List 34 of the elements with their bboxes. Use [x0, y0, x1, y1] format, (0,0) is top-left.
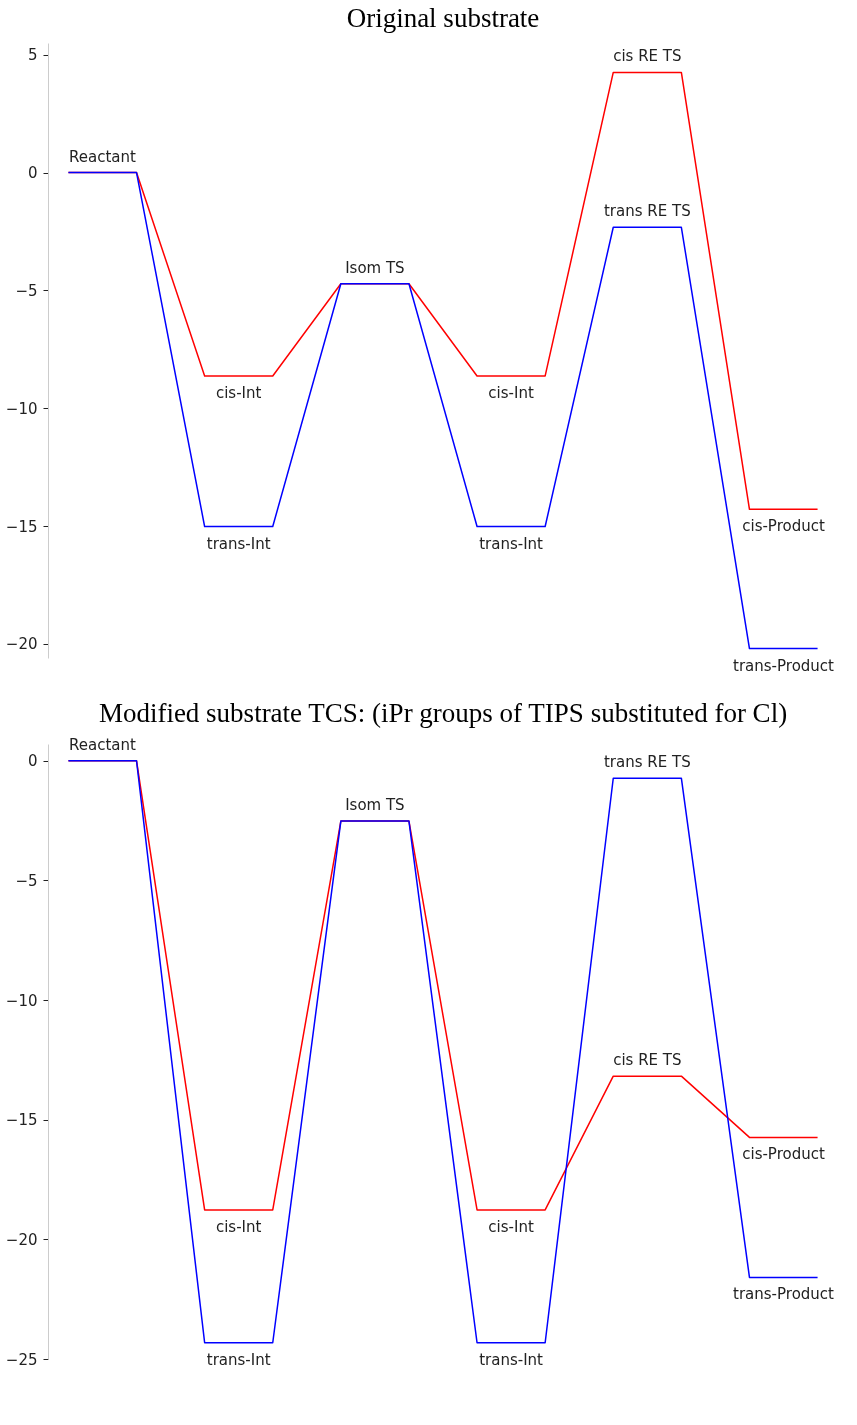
annotation: trans RE TS: [603, 753, 691, 772]
annotation: trans-Product: [733, 1285, 835, 1304]
y-tick-label: −5: [15, 871, 38, 890]
y-tick-label: −20: [5, 635, 38, 654]
y-tick-label: 5: [27, 46, 38, 65]
y-tick-label: −10: [5, 991, 38, 1010]
annotation: cis RE TS: [613, 47, 682, 66]
annotation: cis-Int: [215, 1217, 262, 1236]
y-tick-label: −15: [5, 1111, 38, 1130]
annotation: Isom TS: [345, 796, 405, 815]
annotation: cis RE TS: [613, 1051, 682, 1070]
y-tick-label: −10: [5, 399, 38, 418]
annotation: cis-Int: [215, 383, 262, 402]
annotation: trans-Int: [206, 1350, 271, 1369]
annotation: cis-Int: [488, 1217, 534, 1236]
chart-title: Modified substrate TCS: (iPr groups of TIPS substituted for Cl): [98, 697, 788, 728]
annotation: Isom TS: [345, 258, 405, 277]
annotation: cis-Int: [488, 383, 534, 402]
chart-title: Original substrate: [346, 3, 540, 33]
annotation: cis-Product: [742, 1145, 825, 1164]
annotation: trans-Int: [206, 534, 271, 553]
y-tick-label: −20: [5, 1230, 38, 1249]
y-tick-label: 0: [27, 752, 38, 771]
annotation: Reactant: [69, 147, 137, 166]
annotation: trans RE TS: [603, 202, 691, 221]
annotation: trans-Int: [479, 1350, 544, 1369]
y-tick-label: −5: [15, 281, 38, 300]
annotation: trans-Product: [733, 656, 835, 675]
y-tick-label: −25: [5, 1350, 38, 1369]
annotation: Reactant: [69, 735, 137, 754]
y-tick-label: −15: [5, 517, 38, 536]
annotation: cis-Product: [742, 517, 825, 536]
annotation: trans-Int: [479, 534, 544, 553]
y-tick-label: 0: [27, 164, 38, 183]
